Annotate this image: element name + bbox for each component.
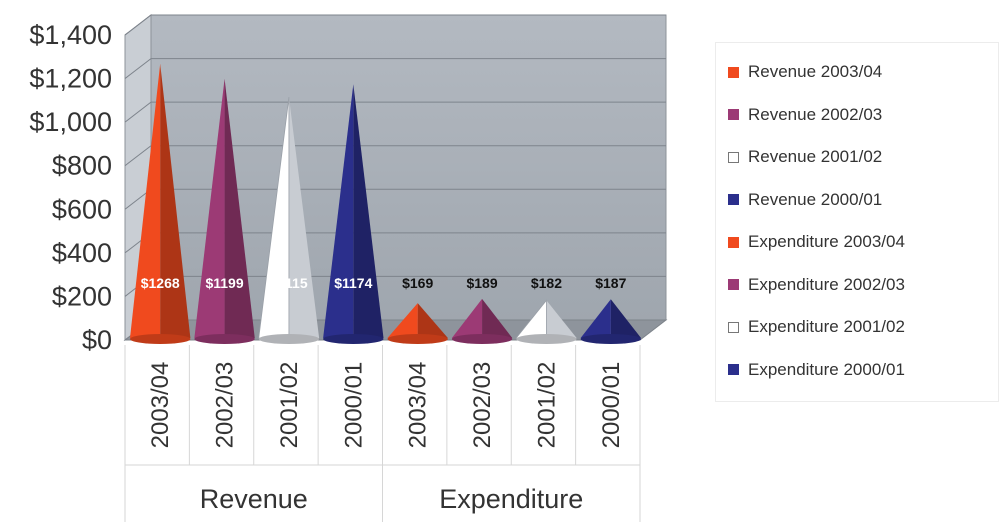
data-label: $189 (466, 275, 497, 291)
cone-expenditure-2003-04 (387, 303, 448, 344)
legend-swatch (728, 364, 739, 375)
cone-expenditure-2001-02 (515, 299, 577, 344)
x-tick-label: 2001/02 (276, 362, 303, 449)
legend-label: Revenue 2003/04 (748, 62, 883, 81)
legend: Revenue 2003/04 Revenue 2002/03 Revenue 20… (715, 42, 999, 402)
y-axis: $0 $200 $400 $600 $800 $1,000 $1,200 $1,400 (29, 20, 112, 355)
x-tick-label: 2003/04 (405, 362, 432, 449)
cone-expenditure-2002-03 (451, 298, 513, 344)
cone-revenue-2003-04 (130, 63, 191, 344)
legend-item: Expenditure 2000/01 (728, 359, 905, 381)
cone-series (130, 63, 641, 344)
legend-label: Expenditure 2003/04 (748, 232, 905, 251)
x-tick-label: 2001/02 (533, 362, 560, 449)
legend-item: Expenditure 2002/03 (728, 274, 905, 296)
legend-item: Revenue 2003/04 (728, 61, 882, 83)
legend-label: Revenue 2002/03 (748, 104, 883, 124)
cone-revenue-2000-01 (323, 84, 384, 344)
data-label: $1115 (270, 275, 308, 291)
y-tick-label: $200 (52, 281, 112, 311)
x-tick-label: 2002/03 (212, 362, 239, 449)
gridline (124, 101, 666, 123)
legend-swatch (728, 151, 739, 163)
legend-swatch (728, 66, 739, 78)
legend-label: Expenditure 2002/03 (748, 274, 905, 294)
data-labels: $1268 $1199 $1115 $1174 $169 $189 $182 $187 (141, 275, 627, 291)
data-label: $182 (531, 275, 562, 291)
data-label: $1174 (334, 275, 372, 291)
legend-swatch (728, 109, 739, 120)
legend-label: Revenue 2000/01 (748, 189, 883, 209)
legend-swatch (728, 194, 739, 205)
y-tick-label: $0 (82, 325, 112, 355)
x-axis: 2003/04 2002/03 2001/02 2000/01 2003/04 2002/… (124, 345, 641, 522)
gridline (124, 145, 666, 167)
x-tick-label: 2003/04 (147, 362, 174, 449)
data-label: $1268 (141, 275, 180, 291)
legend-item: Revenue 2002/03 (728, 104, 882, 126)
legend-item: Expenditure 2001/02 (728, 316, 905, 338)
legend-label: Expenditure 2000/01 (748, 359, 905, 379)
cone-revenue-2001-02 (258, 97, 320, 344)
gridline (124, 58, 666, 79)
legend-swatch (728, 279, 739, 290)
y-tick-label: $1,200 (29, 64, 112, 94)
y-tick-label: $600 (52, 194, 112, 224)
group-label: Expenditure (439, 484, 583, 514)
legend-item: Expenditure 2003/04 (728, 231, 905, 253)
x-tick-label: 2000/01 (598, 362, 625, 449)
data-label: $1199 (205, 275, 243, 291)
y-tick-label: $1,400 (29, 20, 112, 50)
data-label: $169 (402, 275, 433, 291)
cone-expenditure-2000-01 (580, 299, 641, 344)
gridline (124, 14, 666, 36)
legend-item: Revenue 2001/02 (728, 146, 882, 168)
legend-item: Revenue 2000/01 (728, 189, 882, 211)
legend-swatch (728, 321, 739, 333)
legend-label: Revenue 2001/02 (748, 147, 883, 166)
legend-label: Expenditure 2001/02 (748, 317, 905, 336)
x-tick-label: 2002/03 (469, 362, 496, 449)
data-label: $187 (595, 275, 626, 291)
x-tick-label: 2000/01 (340, 362, 367, 449)
group-label: Revenue (200, 484, 308, 514)
legend-swatch (728, 236, 739, 248)
y-tick-label: $1,000 (29, 107, 112, 137)
y-tick-label: $400 (52, 238, 112, 268)
cone-revenue-2002-03 (194, 78, 255, 344)
y-tick-label: $800 (52, 151, 112, 181)
